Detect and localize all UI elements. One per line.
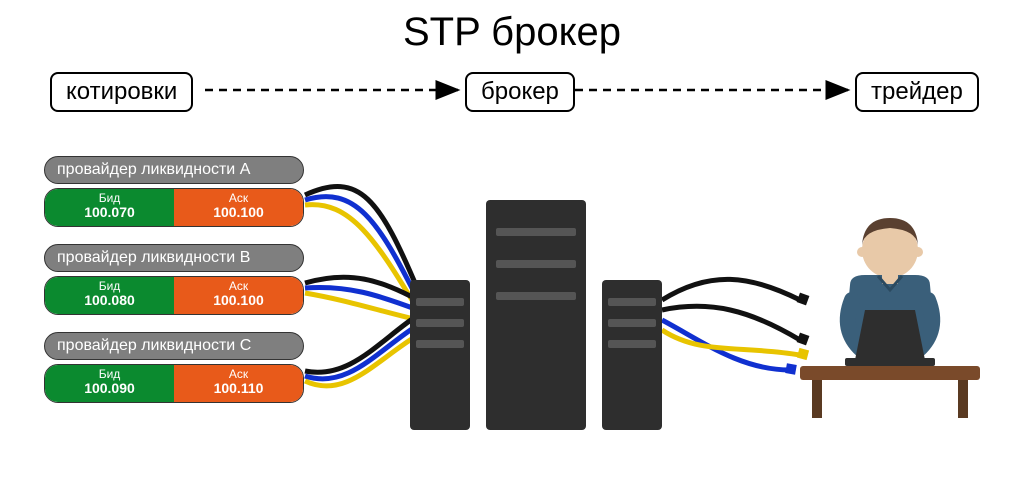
flow-node-quotes: котировки	[50, 72, 193, 112]
flow-node-broker: брокер	[465, 72, 575, 112]
provider-c-ask: Аск 100.110	[174, 365, 303, 402]
provider-b-label: провайдер ликвидности B	[44, 244, 304, 272]
diagram-title: STP брокер	[0, 10, 1024, 55]
server-small-left	[410, 280, 470, 430]
provider-c-ask-value: 100.110	[174, 381, 303, 396]
server-rack	[410, 190, 670, 430]
provider-a-ask: Аск 100.100	[174, 189, 303, 226]
provider-c-bid: Бид 100.090	[45, 365, 174, 402]
provider-a-ask-value: 100.100	[174, 205, 303, 220]
provider-a: провайдер ликвидности A Бид 100.070 Аск …	[44, 156, 304, 227]
flow-node-trader: трейдер	[855, 72, 979, 112]
provider-c-label: провайдер ликвидности C	[44, 332, 304, 360]
provider-c-quotes: Бид 100.090 Аск 100.110	[44, 364, 304, 403]
provider-b-quotes: Бид 100.080 Аск 100.100	[44, 276, 304, 315]
provider-a-bid: Бид 100.070	[45, 189, 174, 226]
provider-c: провайдер ликвидности C Бид 100.090 Аск …	[44, 332, 304, 403]
server-large-center	[486, 200, 586, 430]
provider-b-ask: Аск 100.100	[174, 277, 303, 314]
provider-b-ask-value: 100.100	[174, 293, 303, 308]
provider-b-bid: Бид 100.080	[45, 277, 174, 314]
provider-a-label: провайдер ликвидности A	[44, 156, 304, 184]
provider-c-bid-value: 100.090	[45, 381, 174, 396]
trader-illustration	[790, 200, 990, 420]
provider-a-bid-value: 100.070	[45, 205, 174, 220]
provider-b: провайдер ликвидности B Бид 100.080 Аск …	[44, 244, 304, 315]
provider-b-bid-value: 100.080	[45, 293, 174, 308]
provider-a-quotes: Бид 100.070 Аск 100.100	[44, 188, 304, 227]
server-small-right	[602, 280, 662, 430]
